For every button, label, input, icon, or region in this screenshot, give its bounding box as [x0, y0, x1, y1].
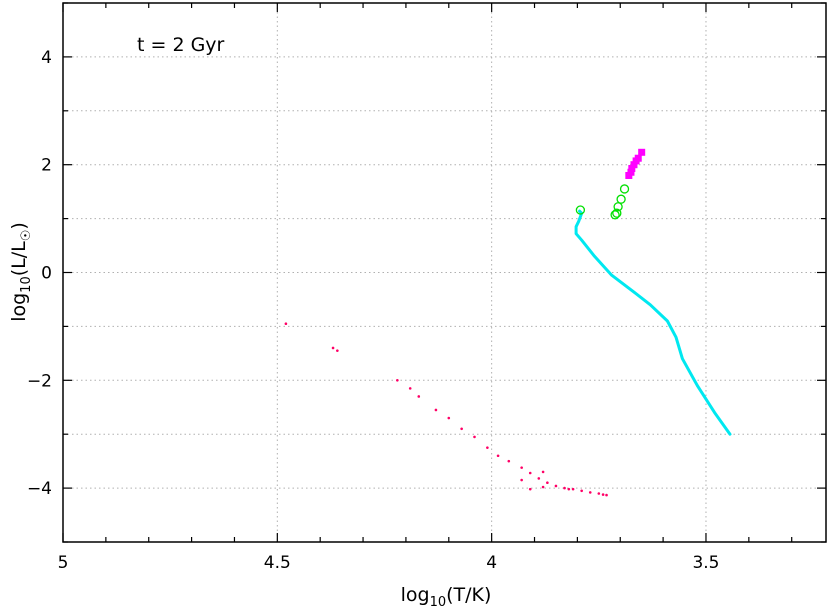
axis-ticks: 5 4.5 4 3.5 −4 −2 0 2 4	[27, 2, 826, 573]
y-tick-label: −2	[27, 371, 52, 391]
white-dwarfs-point	[434, 408, 438, 412]
white-dwarfs-point	[486, 446, 489, 449]
data-series	[284, 148, 732, 497]
white-dwarfs-point	[528, 471, 532, 475]
white-dwarfs-point	[605, 493, 608, 497]
white-dwarfs-point	[563, 486, 566, 490]
white-dwarfs-series	[284, 322, 608, 497]
agb-point	[638, 148, 646, 156]
white-dwarfs-point	[541, 470, 545, 474]
y-axis-label: log10(L/L☉)	[8, 222, 34, 322]
white-dwarfs-point	[520, 466, 523, 469]
time-annotation: t = 2 Gyr	[137, 34, 225, 56]
white-dwarfs-point	[473, 435, 476, 439]
white-dwarfs-point	[408, 387, 412, 390]
white-dwarfs-point	[571, 487, 575, 491]
x-tick-label: 4	[486, 553, 497, 573]
white-dwarfs-point	[496, 454, 500, 458]
agb-point	[628, 164, 636, 172]
white-dwarfs-point	[528, 487, 532, 491]
white-dwarfs-point	[507, 459, 511, 463]
white-dwarfs-point	[597, 492, 601, 495]
white-dwarfs-point	[580, 489, 583, 493]
agb-series	[625, 148, 646, 179]
white-dwarfs-point	[396, 379, 399, 382]
white-dwarfs-point	[331, 346, 335, 350]
white-dwarfs-point	[284, 322, 288, 326]
giants-point	[610, 210, 620, 220]
x-tick-label: 5	[58, 553, 69, 573]
white-dwarfs-point	[601, 493, 605, 496]
white-dwarfs-point	[417, 395, 421, 398]
agb-point	[630, 161, 638, 169]
giants-point	[619, 184, 630, 194]
white-dwarfs-point	[447, 416, 451, 420]
white-dwarfs-point	[460, 427, 463, 431]
white-dwarfs-point	[541, 485, 545, 489]
main-sequence-series	[574, 209, 732, 436]
white-dwarfs-point	[567, 487, 571, 491]
grid-lines	[63, 3, 826, 542]
white-dwarfs-point	[554, 484, 558, 488]
y-tick-label: 4	[41, 48, 52, 68]
giants-point	[575, 205, 586, 215]
y-tick-label: −4	[27, 479, 52, 499]
y-tick-label: 0	[41, 264, 52, 284]
giants-point	[612, 208, 622, 218]
agb-point	[634, 154, 642, 162]
white-dwarfs-point	[520, 478, 523, 482]
y-tick-label: 2	[41, 156, 52, 176]
white-dwarfs-point	[537, 477, 541, 480]
white-dwarfs-point	[336, 349, 339, 352]
giants-point	[616, 194, 626, 204]
x-tick-label: 4.5	[264, 553, 291, 573]
white-dwarfs-point	[588, 491, 592, 494]
x-axis-label: log10(T/K)	[401, 584, 492, 610]
x-tick-label: 3.5	[692, 553, 719, 573]
giants-series	[575, 184, 630, 220]
main-sequence-line	[574, 209, 732, 436]
agb-point	[627, 168, 635, 176]
white-dwarfs-point	[546, 481, 549, 485]
